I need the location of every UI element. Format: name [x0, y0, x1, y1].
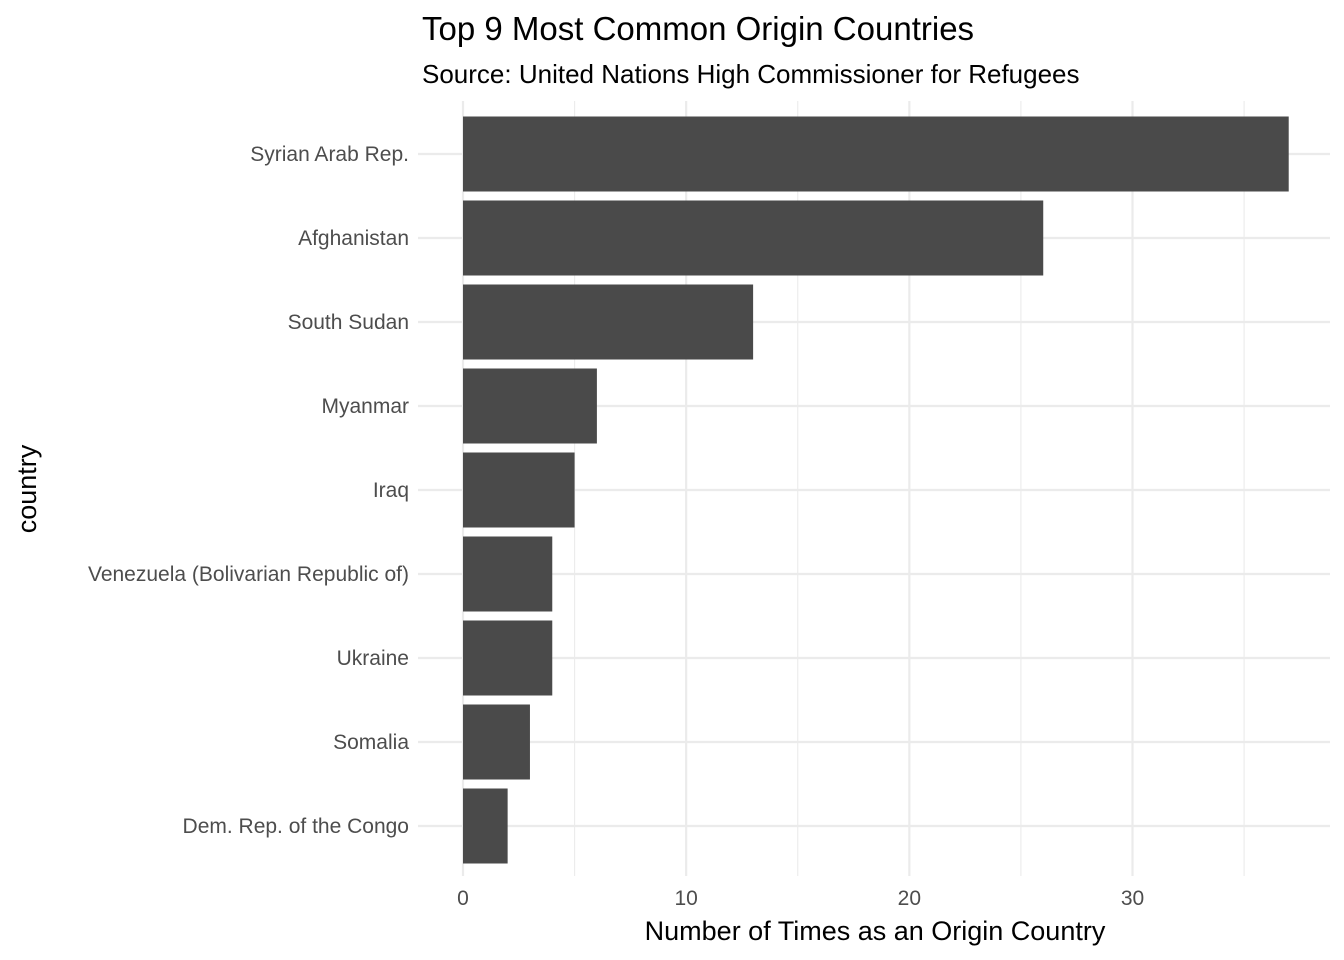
y-tick-labels: Syrian Arab Rep. Afghanistan South Sudan My… — [88, 143, 409, 838]
y-tick-label: Ukraine — [337, 647, 409, 670]
bar — [463, 704, 530, 780]
bar — [463, 116, 1289, 192]
y-axis-title: country — [12, 444, 42, 533]
bar — [463, 452, 575, 528]
y-tick-label: Dem. Rep. of the Congo — [183, 815, 409, 838]
bar — [463, 536, 553, 612]
y-tick-label: South Sudan — [288, 311, 409, 334]
bar — [463, 284, 754, 360]
x-axis-title: Number of Times as an Origin Country — [645, 916, 1106, 946]
x-tick-label: 20 — [898, 887, 921, 910]
chart-title: Top 9 Most Common Origin Countries — [422, 10, 974, 47]
bar — [463, 788, 508, 864]
y-tick-label: Somalia — [333, 731, 409, 754]
y-tick-label: Iraq — [373, 479, 409, 502]
x-tick-label: 0 — [457, 887, 469, 910]
bars — [463, 116, 1289, 864]
x-tick-label: 10 — [674, 887, 697, 910]
x-tick-labels: 0 10 20 30 — [457, 887, 1144, 910]
bar — [463, 620, 553, 696]
y-tick-label: Venezuela (Bolivarian Republic of) — [88, 563, 409, 586]
x-tick-label: 30 — [1121, 887, 1144, 910]
bar — [463, 200, 1044, 276]
y-tick-label: Syrian Arab Rep. — [250, 143, 409, 166]
y-tick-label: Afghanistan — [298, 227, 409, 250]
chart-subtitle: Source: United Nations High Commissioner… — [422, 59, 1080, 89]
y-tick-label: Myanmar — [321, 395, 409, 418]
bar — [463, 368, 597, 444]
